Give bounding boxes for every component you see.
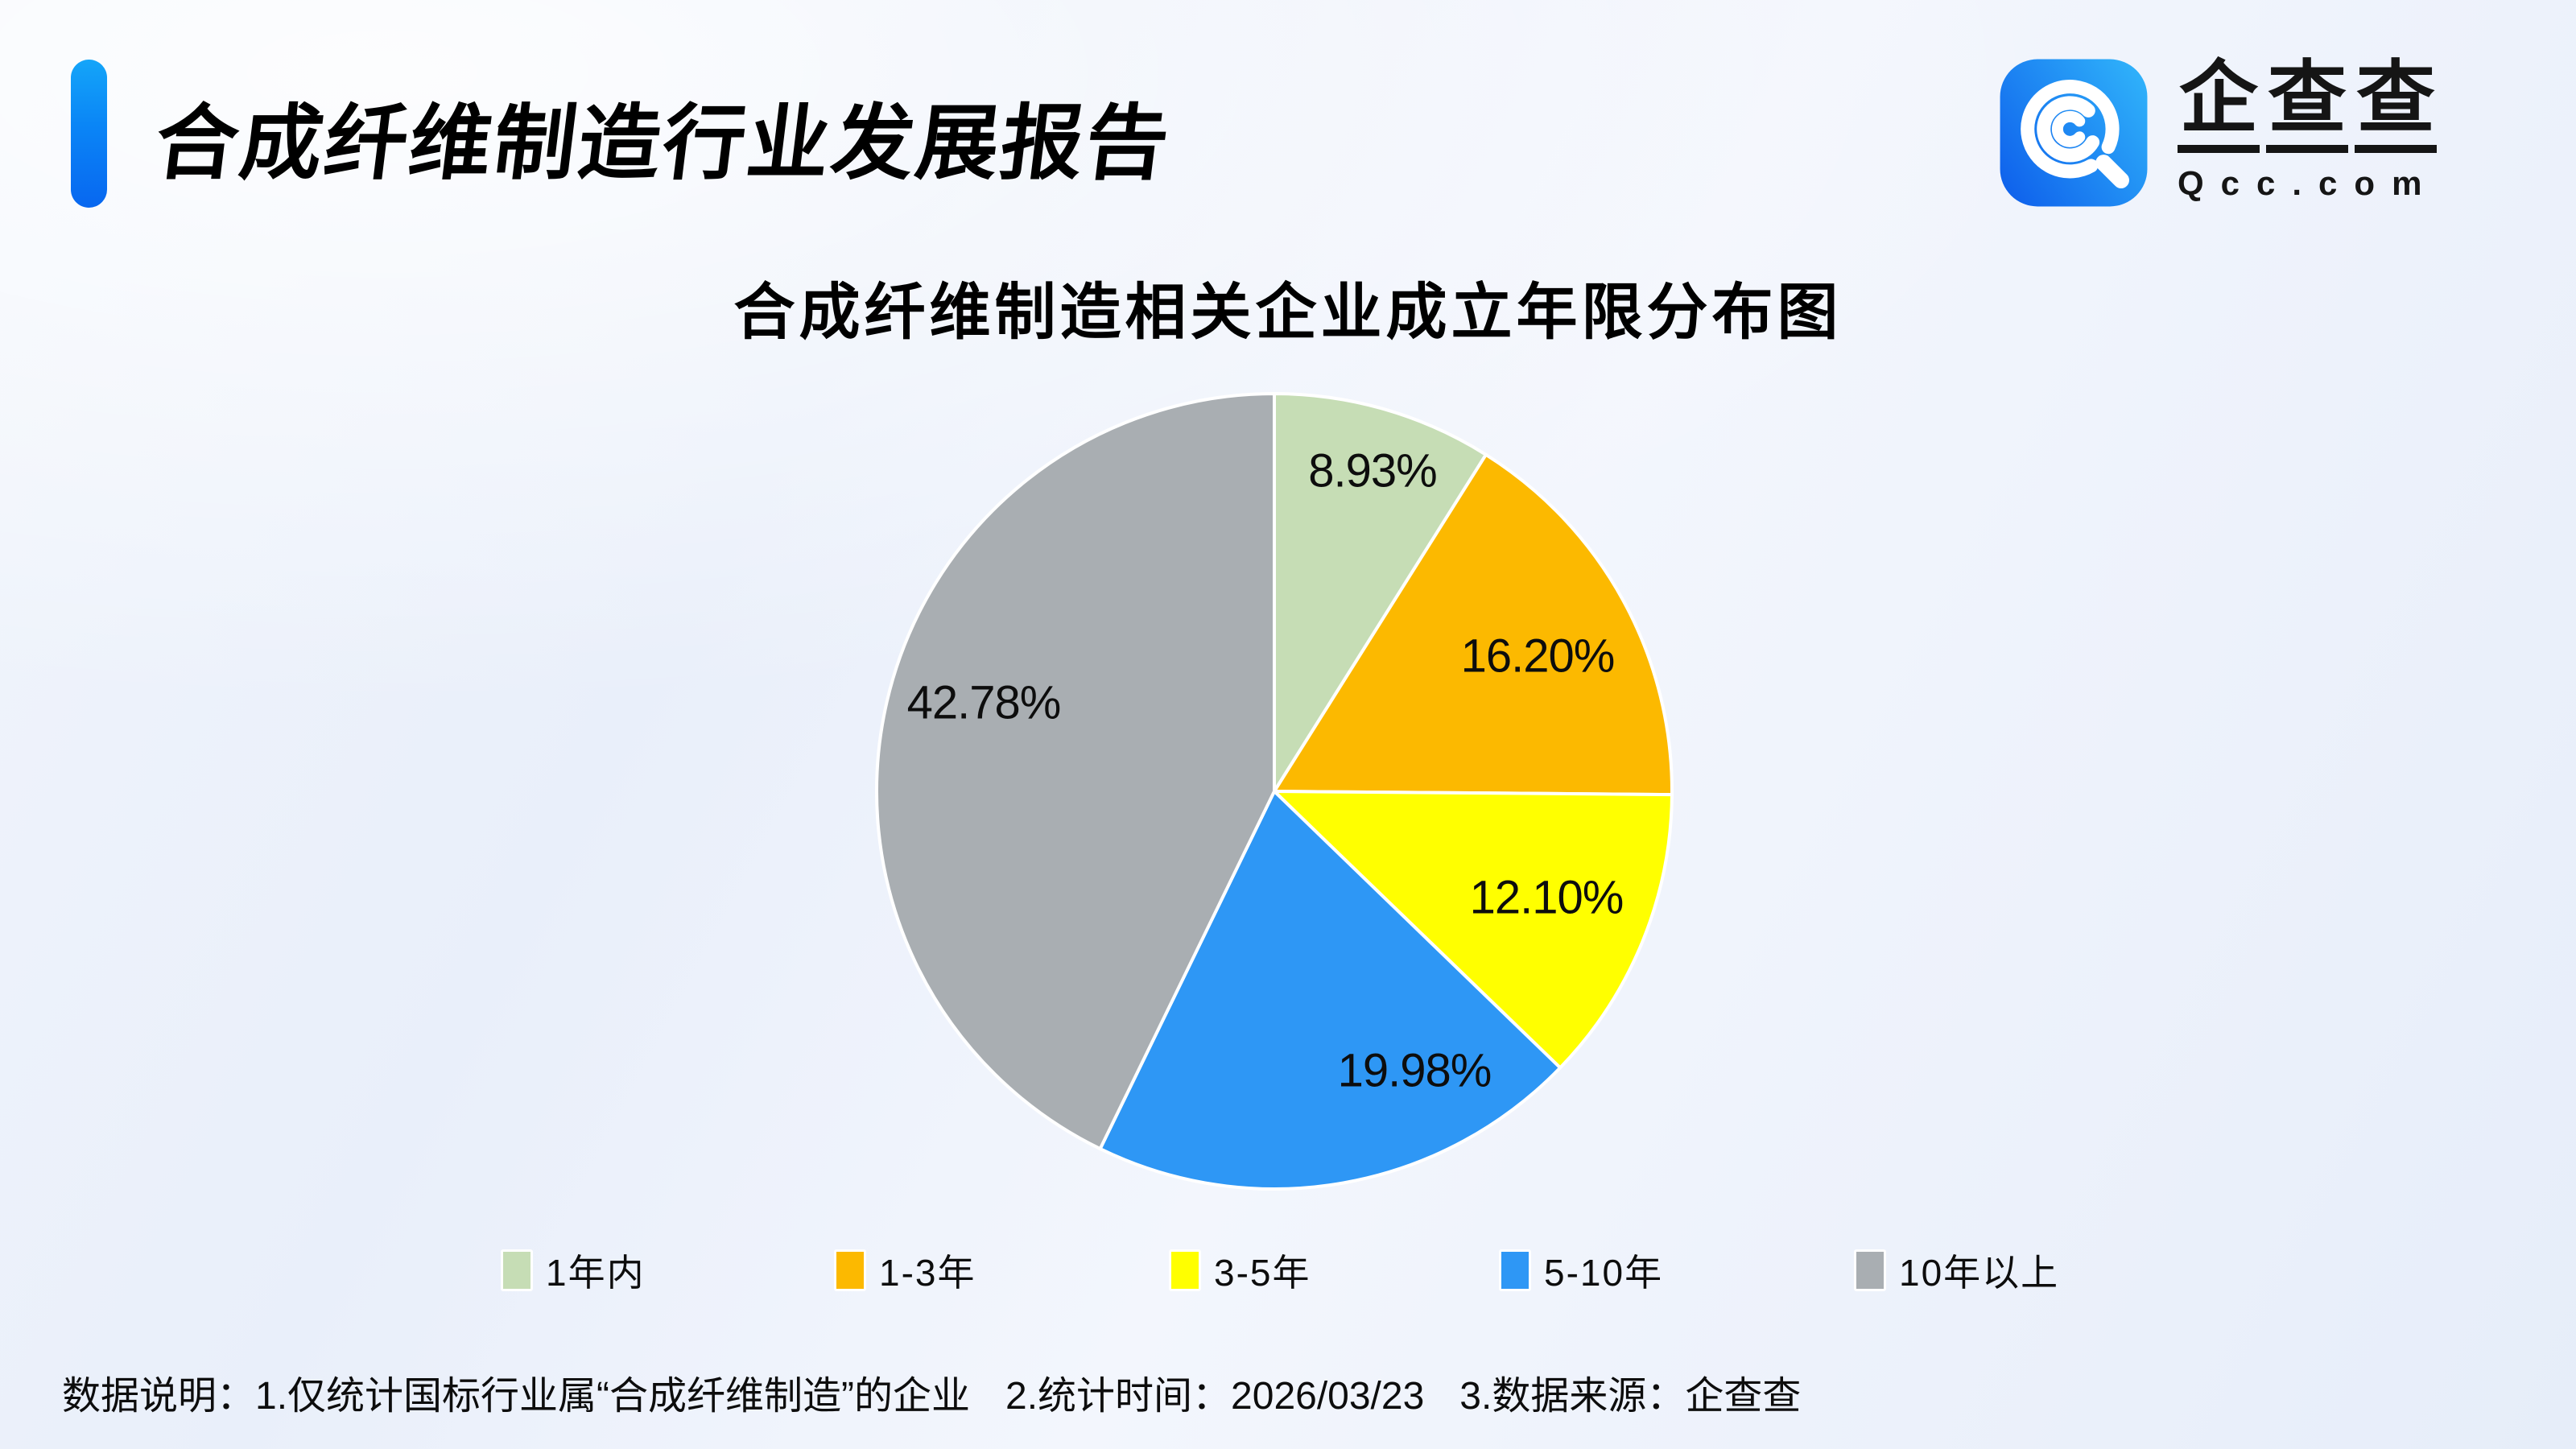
- legend-label: 3-5年: [1214, 1252, 1311, 1294]
- data-note: 数据说明：1.仅统计国标行业属“合成纤维制造”的企业 2.统计时间：2026/0…: [62, 1364, 2517, 1420]
- qcc-logo-name: 企 查 查: [2178, 58, 2443, 153]
- legend-swatch-3-5-years: [1169, 1249, 1201, 1291]
- legend-item-over-10-years: 10年以上: [1854, 1248, 2059, 1294]
- pie-value-label-1-3-years: 16.20%: [1460, 630, 1616, 683]
- data-note-date: 2.统计时间：2026/03/23: [1005, 1375, 1425, 1418]
- pie-slice-5-10-years: [1098, 790, 1563, 1191]
- qcc-logo: 企 查 查 Qcc.com: [1999, 58, 2443, 208]
- qcc-logo-char: 查: [2266, 58, 2349, 153]
- page-title: 合成纤维制造行业发展报告: [150, 97, 1176, 189]
- legend-swatch-1-3-years: [834, 1249, 866, 1291]
- legend-item-5-10-years: 5-10年: [1499, 1248, 1663, 1294]
- qcc-magnifier-icon: [2000, 59, 2148, 207]
- pie-value-label-5-10-years: 19.98%: [1337, 1044, 1492, 1097]
- legend-item-1-3-years: 1-3年: [834, 1248, 976, 1294]
- legend-label: 10年以上: [1899, 1252, 2060, 1294]
- pie-value-label-over-10-years: 42.78%: [906, 676, 1062, 729]
- legend-item-3-5-years: 3-5年: [1169, 1248, 1311, 1294]
- legend-item-under-1-year: 1年内: [501, 1248, 646, 1294]
- qcc-logo-text: 企 查 查 Qcc.com: [2178, 58, 2443, 203]
- title-accent-bar: [71, 60, 107, 208]
- legend-swatch-under-1-year: [501, 1249, 533, 1291]
- qcc-logo-domain: Qcc.com: [2178, 164, 2439, 202]
- pie-value-label-3-5-years: 12.10%: [1469, 871, 1624, 924]
- pie-slice-under-1-year: [1273, 392, 1488, 793]
- qcc-logo-char: 查: [2355, 58, 2438, 153]
- pie-value-label-under-1-year: 8.93%: [1308, 444, 1437, 497]
- legend-label: 1年内: [546, 1252, 646, 1294]
- legend-label: 1-3年: [879, 1252, 976, 1294]
- legend-label: 5-10年: [1544, 1252, 1664, 1294]
- data-note-source: 3.数据来源：企查查: [1459, 1375, 1802, 1418]
- pie-svg: [875, 392, 1674, 1191]
- pie-slice-3-5-years: [1273, 790, 1674, 1070]
- legend-swatch-5-10-years: [1499, 1249, 1531, 1291]
- data-note-scope: 数据说明：1.仅统计国标行业属“合成纤维制造”的企业: [62, 1375, 971, 1418]
- pie-slice-1-3-years: [1273, 452, 1674, 797]
- chart-title: 合成纤维制造相关企业成立年限分布图: [733, 279, 1843, 347]
- legend-swatch-over-10-years: [1854, 1249, 1886, 1291]
- pie-chart: 8.93% 16.20% 12.10% 19.98% 42.78%: [872, 389, 1677, 1194]
- pie-slice-over-10-years: [875, 392, 1276, 1151]
- qcc-logo-char: 企: [2178, 58, 2260, 153]
